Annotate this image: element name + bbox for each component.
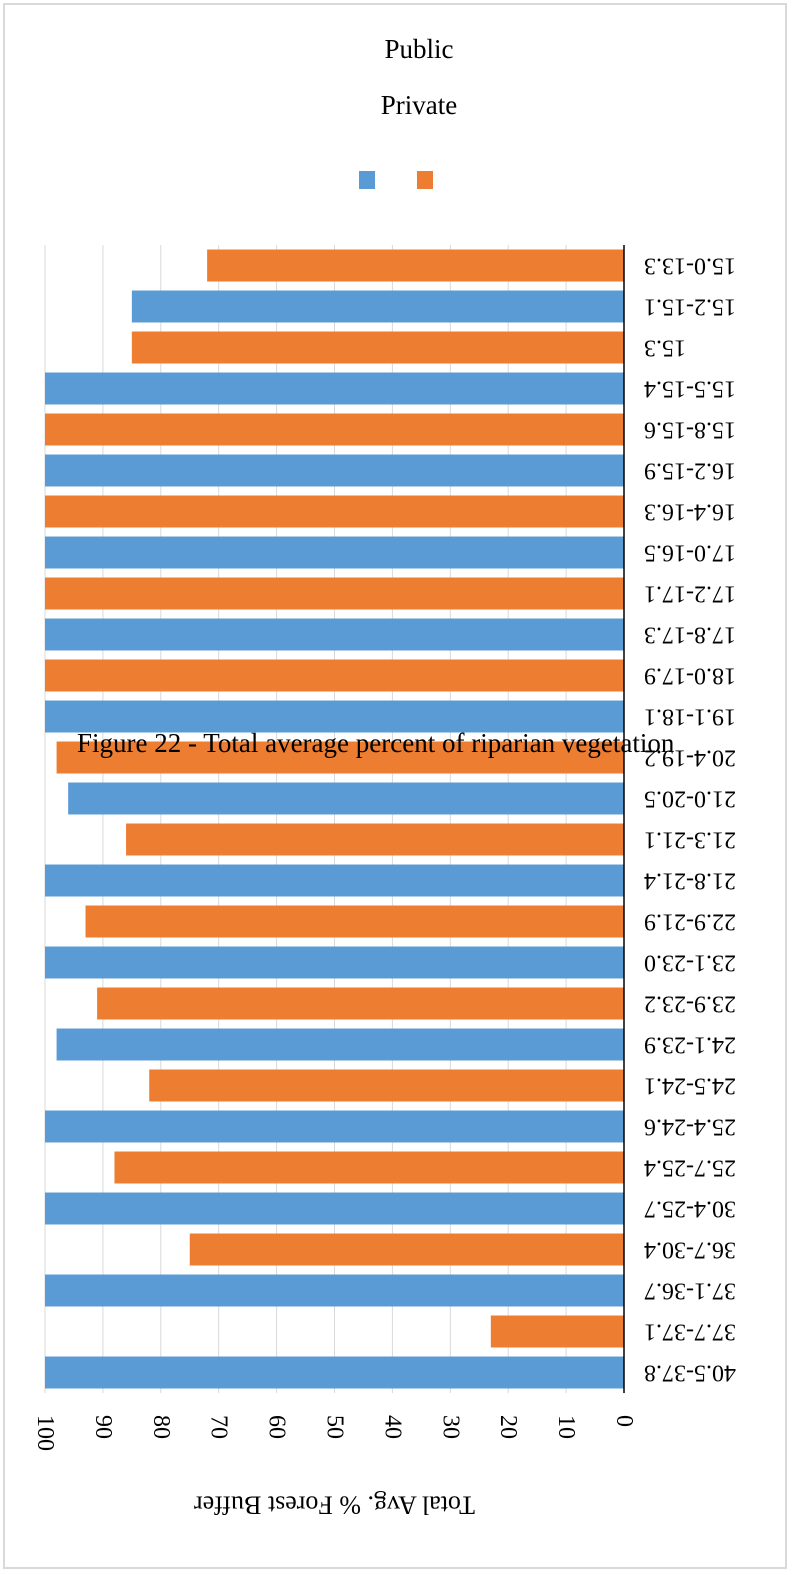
category-label: 22.9-21.9	[644, 909, 736, 935]
bar-public	[131, 290, 624, 323]
category-label: 23.1-23.0	[644, 950, 736, 976]
category-label: 17.2-17.1	[644, 581, 736, 607]
bar-private	[97, 987, 625, 1020]
bar-private	[56, 741, 624, 774]
category-label: 23.9-23.2	[644, 991, 736, 1017]
category-label: 17.0-16.5	[644, 540, 736, 566]
bar-private	[114, 1151, 624, 1184]
bar-public	[45, 1110, 624, 1143]
category-label: 20.4-19.2	[644, 745, 736, 771]
figure-caption: Figure 22 - Total average percent of rip…	[77, 728, 675, 758]
bar-public	[45, 1356, 624, 1389]
category-label: 21.0-20.5	[644, 786, 736, 812]
category-label: 24.5-24.1	[644, 1073, 736, 1099]
bar-public	[56, 1028, 624, 1061]
legend-swatch-public	[359, 171, 375, 189]
bar-public	[45, 700, 624, 733]
category-label: 15.3	[644, 335, 686, 361]
bar-private	[85, 905, 624, 938]
legend-label-private: Private	[380, 90, 458, 120]
tick-label: 60	[264, 1415, 290, 1439]
category-label: 16.4-16.3	[644, 499, 736, 525]
bar-private	[189, 1233, 624, 1266]
tick-label: 90	[90, 1415, 116, 1439]
legend-swatch-private	[417, 171, 433, 189]
tick-label: 40	[379, 1415, 405, 1439]
category-label: 15.2-15.1	[644, 294, 736, 320]
bar-public	[45, 864, 624, 897]
bar-public	[45, 454, 624, 487]
tick-label: 0	[611, 1415, 637, 1427]
category-label: 25.4-24.6	[644, 1114, 736, 1140]
category-label: 37.7-37.1	[644, 1319, 736, 1345]
category-label: 15.0-13.3	[644, 253, 736, 279]
bar-private	[131, 331, 624, 364]
category-label: 15.8-15.6	[644, 417, 736, 443]
category-label: 40.5-37.8	[644, 1360, 736, 1386]
bar-public	[45, 536, 624, 569]
bar-private	[126, 823, 624, 856]
bar-public	[68, 782, 624, 815]
axis-title: Total Avg. % Forest Buffer	[194, 1491, 475, 1520]
bar-private	[490, 1315, 624, 1348]
tick-label: 50	[322, 1415, 348, 1439]
tick-label: 30	[437, 1415, 463, 1439]
category-label: 30.4-25.7	[644, 1196, 736, 1222]
category-label: 16.2-15.9	[644, 458, 736, 484]
category-label: 18.0-17.9	[644, 663, 736, 689]
bar-private	[207, 249, 624, 282]
bar-public	[45, 946, 624, 979]
category-label: 36.7-30.4	[644, 1237, 736, 1263]
bar-public	[45, 618, 624, 651]
bar-private	[45, 495, 624, 528]
category-label: 25.7-25.4	[644, 1155, 736, 1181]
tick-label: 20	[495, 1415, 521, 1439]
tick-label: 10	[553, 1415, 579, 1439]
tick-label: 100	[32, 1415, 58, 1451]
bar-private	[45, 413, 624, 446]
bar-private	[45, 659, 624, 692]
category-label: 17.8-17.3	[644, 622, 736, 648]
category-label: 37.1-36.7	[644, 1278, 736, 1304]
category-label: 21.8-21.4	[644, 868, 736, 894]
category-label: 21.3-21.1	[644, 827, 736, 853]
bar-public	[45, 1274, 624, 1307]
category-label: 19.1-18.1	[644, 704, 736, 730]
category-label: 15.5-15.4	[644, 376, 736, 402]
tick-label: 70	[206, 1415, 232, 1439]
tick-label: 80	[148, 1415, 174, 1439]
category-label: 24.1-23.9	[644, 1032, 736, 1058]
bar-public	[45, 1192, 624, 1225]
legend-label-public: Public	[384, 34, 454, 64]
bar-private	[45, 577, 624, 610]
bar-public	[45, 372, 624, 405]
bar-private	[149, 1069, 624, 1102]
